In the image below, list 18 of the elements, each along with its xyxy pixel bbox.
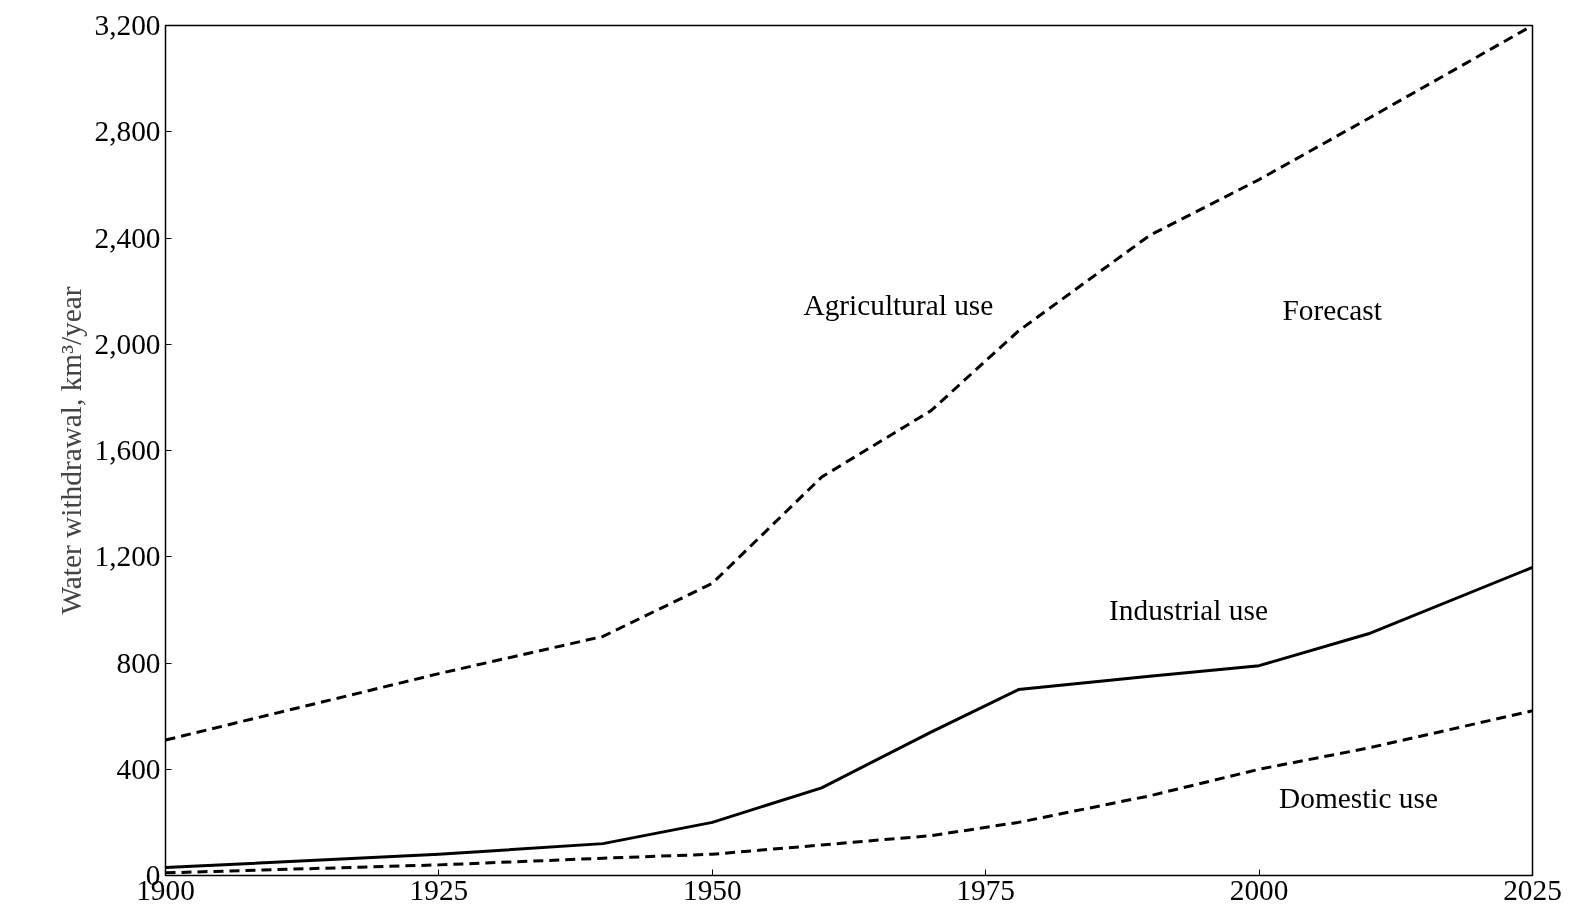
x-tick-label: 2000 (1229, 873, 1289, 906)
y-tick-label: 3,200 (94, 9, 161, 41)
x-tick-label: 2025 (1503, 873, 1562, 906)
series-label: Industrial use (1109, 593, 1268, 626)
x-tick-label: 1925 (409, 873, 469, 906)
y-tick-label: 1,200 (94, 540, 161, 573)
y-tick-label: 400 (116, 752, 161, 785)
y-tick-label: 1,600 (94, 434, 161, 466)
series-label: Agricultural use (803, 288, 994, 321)
y-tick-label: 2,400 (94, 221, 161, 254)
y-tick-label: 2,000 (94, 327, 161, 360)
y-tick-label: 2,800 (94, 115, 161, 148)
series-label: Domestic use (1279, 782, 1438, 815)
annotation: Forecast (1282, 293, 1382, 326)
y-axis-title: Water withdrawal, km³/year (54, 286, 87, 615)
y-tick-label: 800 (116, 646, 161, 679)
x-tick-label: 1950 (682, 873, 742, 906)
x-tick-label: 1975 (956, 873, 1016, 906)
